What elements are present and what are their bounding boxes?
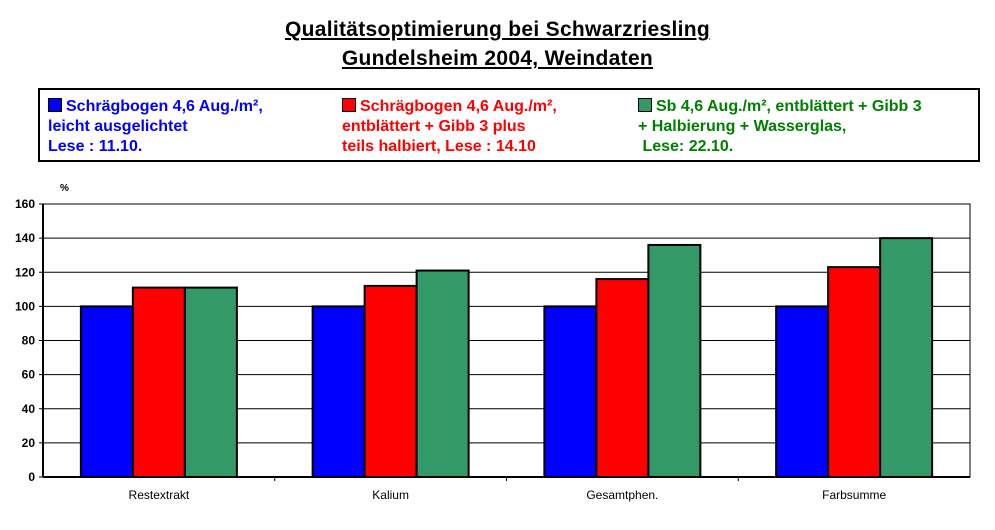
bar — [775, 305, 830, 478]
legend-label: Schrägbogen 4,6 Aug./m², entblättert + G… — [342, 98, 557, 155]
y-tick-label: 0 — [28, 470, 35, 484]
bar — [879, 237, 934, 478]
legend: Schrägbogen 4,6 Aug./m², leicht ausgelic… — [38, 88, 980, 162]
bar — [131, 286, 186, 479]
x-category-label: Restextrakt — [129, 488, 190, 502]
legend-label: Sb 4,6 Aug./m², entblättert + Gibb 3 + H… — [638, 98, 922, 155]
x-category-label: Gesamtphen. — [586, 488, 658, 502]
legend-swatch-blue — [48, 98, 62, 112]
y-axis-label: % — [60, 183, 69, 194]
legend-item-red: Schrägbogen 4,6 Aug./m², entblättert + G… — [342, 97, 557, 157]
bar — [415, 269, 470, 479]
bar — [183, 286, 238, 479]
bar — [79, 305, 134, 478]
y-tick-label: 160 — [15, 197, 35, 211]
chart-title: Qualitätsoptimierung bei Schwarzriesling — [284, 18, 711, 41]
y-tick-label: 100 — [15, 299, 35, 313]
y-tick-label: 120 — [15, 265, 35, 279]
y-tick-label: 20 — [22, 436, 36, 450]
legend-item-green: Sb 4,6 Aug./m², entblättert + Gibb 3 + H… — [638, 97, 922, 157]
x-category-label: Kalium — [372, 488, 409, 502]
x-category-label: Farbsumme — [822, 488, 886, 502]
y-tick-label: 80 — [22, 334, 36, 348]
bar — [595, 278, 650, 479]
bar — [647, 243, 702, 478]
legend-swatch-red — [342, 98, 356, 112]
bar — [363, 284, 418, 478]
bar — [543, 305, 598, 478]
bar — [827, 266, 882, 478]
y-tick-label: 140 — [15, 231, 35, 245]
y-tick-label: 60 — [22, 368, 36, 382]
chart-subtitle: Gundelsheim 2004, Weindaten — [341, 47, 654, 70]
legend-item-blue: Schrägbogen 4,6 Aug./m², leicht ausgelic… — [48, 97, 263, 157]
legend-swatch-green — [638, 98, 652, 112]
y-tick-label: 40 — [22, 402, 36, 416]
bar — [311, 305, 366, 478]
legend-label: Schrägbogen 4,6 Aug./m², leicht ausgelic… — [48, 98, 263, 155]
